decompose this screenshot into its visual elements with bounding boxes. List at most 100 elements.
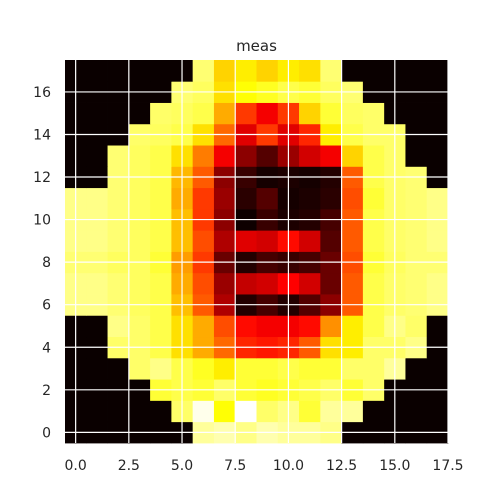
heatmap-cell: [299, 272, 321, 295]
y-tick-label: 0: [42, 425, 51, 441]
heatmap-cell: [426, 272, 449, 295]
heatmap-cell: [256, 272, 279, 295]
heatmap-cell: [362, 102, 385, 125]
heatmap-cell: [362, 400, 385, 423]
y-tick-label: 14: [33, 127, 51, 143]
heatmap-cell: [341, 187, 364, 210]
heatmap-cell: [362, 60, 385, 82]
heatmap-cell: [128, 230, 151, 252]
heatmap-cell: [256, 102, 279, 125]
heatmap-cell: [320, 400, 343, 423]
heatmap-cell: [86, 145, 108, 167]
heatmap-cell: [128, 357, 151, 380]
x-tick-label: 12.5: [326, 458, 357, 474]
heatmap-cell: [341, 400, 364, 423]
heatmap-cell: [341, 357, 364, 380]
heatmap-cell: [256, 357, 279, 380]
heatmap-cell: [426, 60, 449, 82]
heatmap-cell: [107, 60, 130, 82]
heatmap-cell: [320, 357, 343, 380]
heatmap-cell: [86, 357, 108, 380]
x-tick-label: 15.0: [379, 458, 410, 474]
heatmap-cell: [107, 102, 130, 125]
heatmap-cell: [235, 272, 257, 295]
x-tick-label: 17.5: [432, 458, 463, 474]
heatmap-cell: [299, 60, 321, 82]
heatmap-cell: [150, 272, 172, 295]
heatmap-cell: [128, 60, 151, 82]
heatmap-cell: [192, 400, 215, 423]
heatmap-cell: [299, 315, 321, 338]
heatmap-cell: [341, 102, 364, 125]
heatmap-cell: [405, 187, 428, 210]
heatmap-cell: [426, 187, 449, 210]
heatmap-cell: [256, 60, 279, 82]
heatmap-cell: [341, 145, 364, 167]
heatmap-cell: [299, 102, 321, 125]
heatmap-cell: [213, 315, 236, 338]
x-tick-label: 2.5: [118, 458, 140, 474]
heatmap-cell: [150, 400, 172, 423]
heatmap-cell: [213, 102, 236, 125]
heatmap-cell: [107, 357, 130, 380]
heatmap-cell: [235, 187, 257, 210]
heatmap-cell: [107, 187, 130, 210]
y-tick-label: 10: [33, 213, 51, 229]
heatmap-cell: [362, 230, 385, 252]
heatmap-cell: [213, 60, 236, 82]
heatmap-cell: [213, 272, 236, 295]
heatmap-cell: [192, 102, 215, 125]
heatmap-cell: [426, 230, 449, 252]
heatmap-cell: [426, 315, 449, 338]
heatmap-cell: [405, 60, 428, 82]
heatmap-cell: [256, 400, 279, 423]
heatmap-cell: [405, 400, 428, 423]
x-tick-label: 7.5: [224, 458, 246, 474]
y-tick-label: 8: [42, 255, 51, 271]
heatmap-cell: [128, 145, 151, 167]
heatmap-cell: [107, 315, 130, 338]
heatmap-cell: [299, 145, 321, 167]
y-tick-label: 12: [33, 170, 51, 186]
heatmap-cell: [86, 60, 108, 82]
heatmap-cell: [150, 187, 172, 210]
heatmap-cell: [150, 230, 172, 252]
heatmap-cell: [362, 357, 385, 380]
heatmap-cell: [405, 315, 428, 338]
heatmap-cell: [128, 400, 151, 423]
heatmap-cell: [299, 230, 321, 252]
heatmap-cell: [192, 357, 215, 380]
heatmap-cell: [341, 315, 364, 338]
heatmap-cell: [107, 272, 130, 295]
heatmap-cell: [192, 187, 215, 210]
heatmap-cell: [362, 315, 385, 338]
y-tick-label: 4: [42, 340, 51, 356]
heatmap-cell: [213, 230, 236, 252]
heatmap-cell: [107, 145, 130, 167]
heatmap-cell: [235, 230, 257, 252]
y-tick-label: 2: [42, 383, 51, 399]
heatmap-cells: [65, 60, 449, 444]
heatmap-cell: [256, 315, 279, 338]
heatmap-cell: [235, 102, 257, 125]
chart-title: meas: [236, 37, 277, 55]
heatmap-cell: [405, 357, 428, 380]
heatmap-cell: [128, 102, 151, 125]
heatmap-cell: [192, 145, 215, 167]
heatmap-cell: [320, 145, 343, 167]
heatmap-cell: [235, 315, 257, 338]
x-tick-label: 0.0: [65, 458, 87, 474]
heatmap-cell: [405, 272, 428, 295]
heatmap-cell: [299, 400, 321, 423]
heatmap-cell: [213, 145, 236, 167]
heatmap-cell: [320, 230, 343, 252]
heatmap-cell: [341, 230, 364, 252]
heatmap-cell: [128, 272, 151, 295]
heatmap-cell: [235, 400, 257, 423]
y-tick-label: 6: [42, 298, 51, 314]
heatmap-cell: [256, 187, 279, 210]
heatmap-cell: [405, 145, 428, 167]
x-tick-label: 5.0: [171, 458, 193, 474]
heatmap-cell: [426, 145, 449, 167]
